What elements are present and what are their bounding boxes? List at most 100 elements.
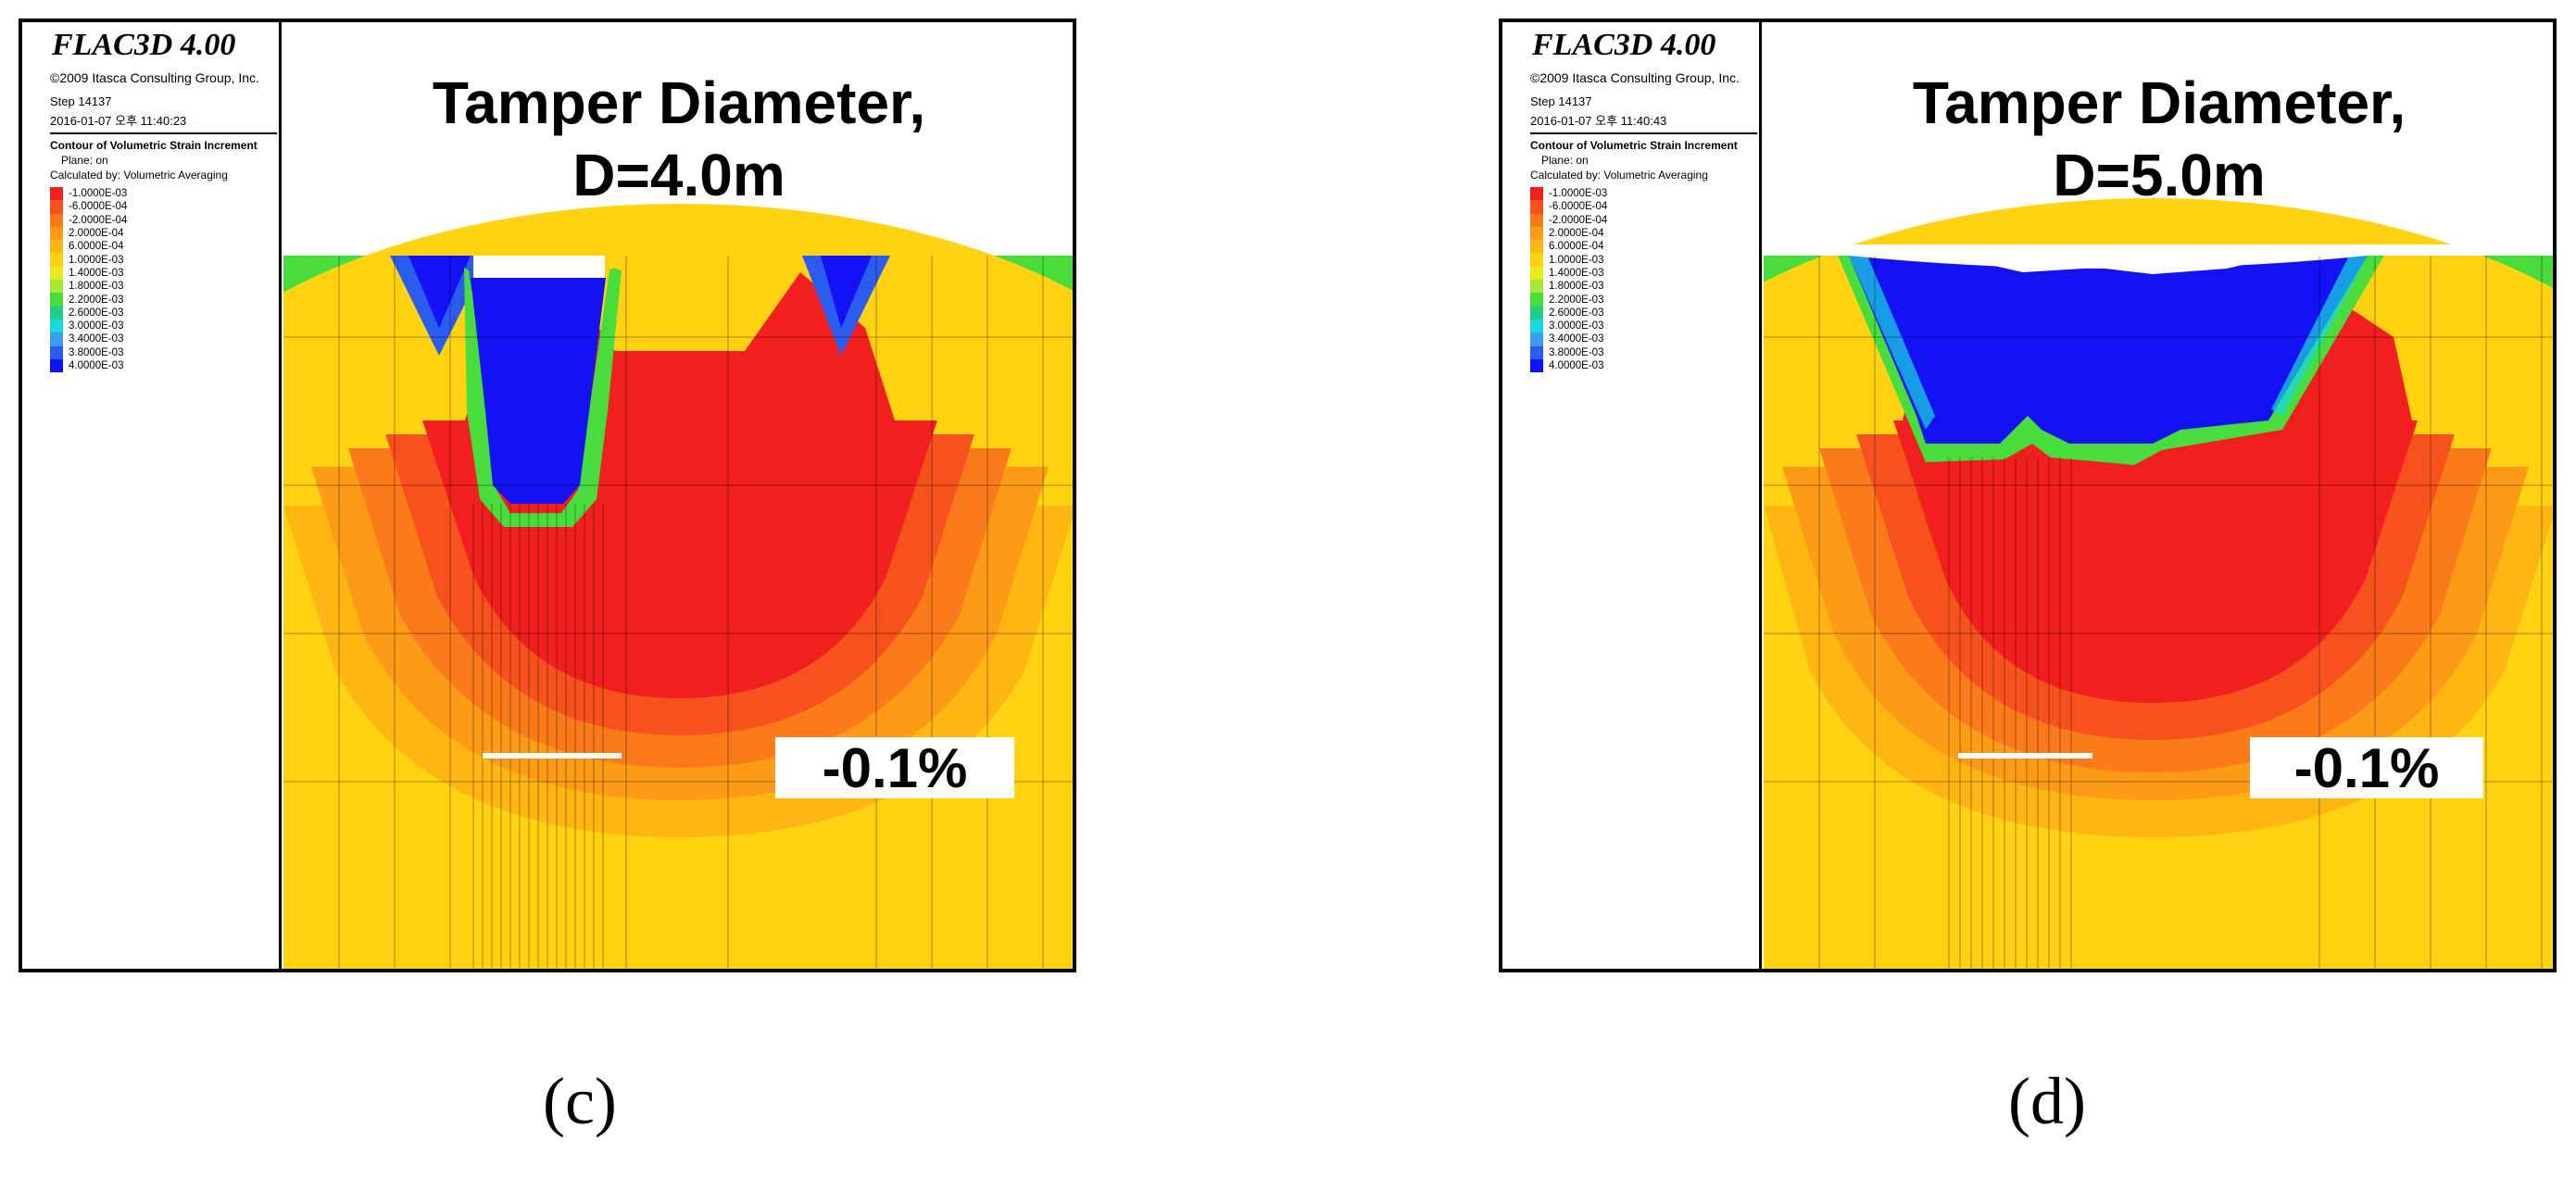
legend-item: 3.4000E-03 <box>1530 332 1607 346</box>
contour-plot <box>1764 22 2553 969</box>
calculated-by-text: Calculated by: Volumetric Averaging <box>50 169 228 182</box>
legend-value: 1.8000E-03 <box>1549 281 1604 293</box>
legend-swatch <box>1530 319 1543 333</box>
dilation-zone <box>821 256 872 328</box>
legend-value: 4.0000E-03 <box>69 360 124 371</box>
annotation-label: -0.1% <box>2250 737 2483 799</box>
legend-item: -6.0000E-04 <box>50 200 128 214</box>
crater-edge <box>1849 256 1935 430</box>
annotation-leader <box>1958 753 2092 758</box>
legend-item: -2.0000E-04 <box>50 213 127 227</box>
software-title: FLAC3D 4.00 <box>1532 28 1716 62</box>
legend-swatch <box>50 253 63 267</box>
legend-item: 2.0000E-04 <box>50 226 127 241</box>
legend-value: 2.6000E-03 <box>69 307 124 319</box>
legend-value: 1.4000E-03 <box>69 267 124 279</box>
legend-value: 3.4000E-03 <box>1549 333 1604 345</box>
legend-swatch <box>1530 187 1543 201</box>
legend-value: -6.0000E-04 <box>1549 201 1608 213</box>
legend-value: 2.0000E-04 <box>69 228 124 240</box>
legend-value: 3.0000E-03 <box>69 320 124 332</box>
crater-edge <box>2271 256 2368 416</box>
legend-scale: -1.0000E-03 -6.0000E-04 -2.0000E-04 2.0000E… <box>1530 187 1608 373</box>
step-text: Step 14137 <box>1530 94 1592 108</box>
legend-item: 1.8000E-03 <box>50 280 127 294</box>
legend-value: -2.0000E-04 <box>1549 214 1608 226</box>
contour-plot <box>283 22 1073 969</box>
legend-value: 1.0000E-03 <box>1549 254 1604 266</box>
contour-title: Contour of Volumetric Strain Increment <box>1530 139 1738 152</box>
dilation-zone <box>408 256 471 328</box>
legend-item: 2.6000E-03 <box>50 306 127 320</box>
contour-panel-d: FLAC3D 4.00 ©2009 Itasca Consulting Grou… <box>1499 19 2557 972</box>
plane-text: Plane: on <box>1541 154 1589 167</box>
legend: FLAC3D 4.00 ©2009 Itasca Consulting Grou… <box>22 22 282 969</box>
legend-value: 6.0000E-04 <box>1549 241 1604 253</box>
legend-swatch <box>50 319 63 333</box>
legend-swatch <box>50 200 63 214</box>
legend-value: -1.0000E-03 <box>1549 188 1608 200</box>
legend-swatch <box>50 226 63 241</box>
legend-swatch <box>50 293 63 307</box>
copyright-text: ©2009 Itasca Consulting Group, Inc. <box>50 70 259 85</box>
legend-item: 6.0000E-04 <box>1530 240 1607 254</box>
legend-value: 2.0000E-04 <box>1549 228 1604 240</box>
legend-value: 3.8000E-03 <box>69 346 124 358</box>
title-line-2: D=4.0m <box>572 142 785 208</box>
plane-text: Plane: on <box>61 154 108 167</box>
legend-swatch <box>1530 226 1543 241</box>
legend-item: 3.8000E-03 <box>50 345 127 359</box>
legend-swatch <box>1530 200 1543 214</box>
legend-value: 2.2000E-03 <box>1549 294 1604 306</box>
legend-value: -6.0000E-04 <box>69 201 128 213</box>
legend-swatch <box>1530 240 1543 254</box>
contour-panel-c: FLAC3D 4.00 ©2009 Itasca Consulting Grou… <box>19 19 1076 972</box>
legend-item: 2.0000E-04 <box>1530 226 1607 241</box>
mesh-grid <box>1764 256 2553 969</box>
step-text: Step 14137 <box>50 94 112 108</box>
legend-value: 2.2000E-03 <box>69 294 124 306</box>
legend-swatch <box>50 266 63 281</box>
legend-item: 2.2000E-03 <box>50 293 127 307</box>
legend-item: 3.4000E-03 <box>50 332 127 346</box>
legend-swatch <box>1530 358 1543 373</box>
legend-swatch <box>1530 345 1543 359</box>
legend-value: 3.0000E-03 <box>1549 320 1604 332</box>
legend-swatch <box>1530 213 1543 227</box>
legend-swatch <box>50 345 63 359</box>
legend-item: 6.0000E-04 <box>50 240 127 254</box>
compression-core <box>1893 420 2418 703</box>
legend-divider <box>1530 132 1757 134</box>
legend-item: -1.0000E-03 <box>50 187 127 201</box>
legend-item: -2.0000E-04 <box>1530 213 1608 227</box>
legend-item: 4.0000E-03 <box>1530 358 1607 373</box>
legend-item: 1.8000E-03 <box>1530 280 1607 294</box>
legend-swatch <box>1530 280 1543 294</box>
legend-swatch <box>50 240 63 254</box>
legend-swatch <box>50 306 63 320</box>
legend-value: 3.8000E-03 <box>1549 346 1604 358</box>
legend-item: 1.0000E-03 <box>50 253 127 267</box>
annotation-leader <box>483 753 622 758</box>
legend-item: 2.6000E-03 <box>1530 306 1607 320</box>
legend-item: 1.0000E-03 <box>1530 253 1607 267</box>
legend-swatch <box>50 332 63 346</box>
legend-value: 1.8000E-03 <box>69 281 124 293</box>
mesh-grid <box>283 256 1073 969</box>
date-text: 2016-01-07 오후 11:40:23 <box>50 114 187 128</box>
legend-swatch <box>1530 266 1543 281</box>
plot-title: Tamper Diameter, D=4.0m <box>282 67 1073 211</box>
legend-item: 1.4000E-03 <box>50 266 127 281</box>
legend: FLAC3D 4.00 ©2009 Itasca Consulting Grou… <box>1502 22 1762 969</box>
calculated-by-text: Calculated by: Volumetric Averaging <box>1530 169 1708 182</box>
crater-fill <box>1849 256 2368 444</box>
title-line-2: D=5.0m <box>2053 142 2266 208</box>
crater-void <box>473 256 605 278</box>
legend-value: 1.4000E-03 <box>1549 267 1604 279</box>
legend-value: 3.4000E-03 <box>69 333 124 345</box>
legend-item: 3.8000E-03 <box>1530 345 1607 359</box>
caption-d: (d) <box>2008 1064 2086 1138</box>
legend-item: 4.0000E-03 <box>50 358 127 373</box>
contour-title: Contour of Volumetric Strain Increment <box>50 139 258 152</box>
plot-title: Tamper Diameter, D=5.0m <box>1762 67 2553 211</box>
